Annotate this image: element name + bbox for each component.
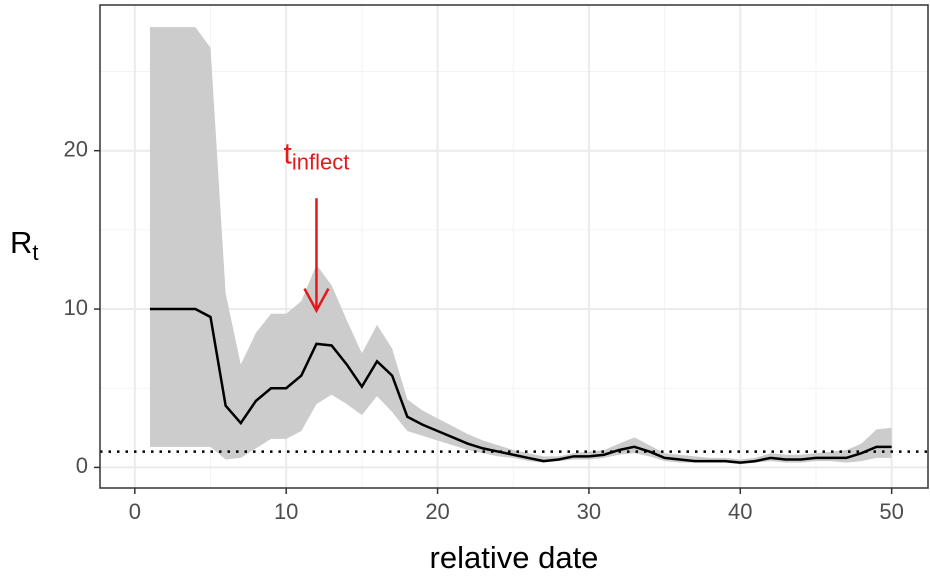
y-tick-label: 20	[64, 137, 88, 162]
x-axis-title: relative date	[430, 540, 599, 575]
annotation-text: t	[284, 137, 293, 170]
x-tick-label: 30	[577, 499, 601, 524]
y-tick-label: 0	[76, 453, 88, 478]
annotation-sub: inflect	[292, 149, 349, 174]
panel-border	[99, 4, 929, 489]
line	[149, 307, 892, 464]
x-tick-label: 10	[274, 499, 298, 524]
y-axis-title-main: R	[10, 225, 32, 260]
annotation: tinflect	[284, 137, 350, 174]
y-axis-title: Rt	[10, 225, 39, 265]
arrow-head	[303, 288, 330, 314]
confidence-band	[149, 27, 892, 465]
y-tick-label: 10	[64, 295, 88, 320]
x-tick-label: 50	[879, 499, 903, 524]
x-tick-label: 20	[425, 499, 449, 524]
x-tick-label: 40	[728, 499, 752, 524]
x-tick-label: 0	[129, 499, 141, 524]
y-axis-title-sub: t	[32, 240, 38, 265]
